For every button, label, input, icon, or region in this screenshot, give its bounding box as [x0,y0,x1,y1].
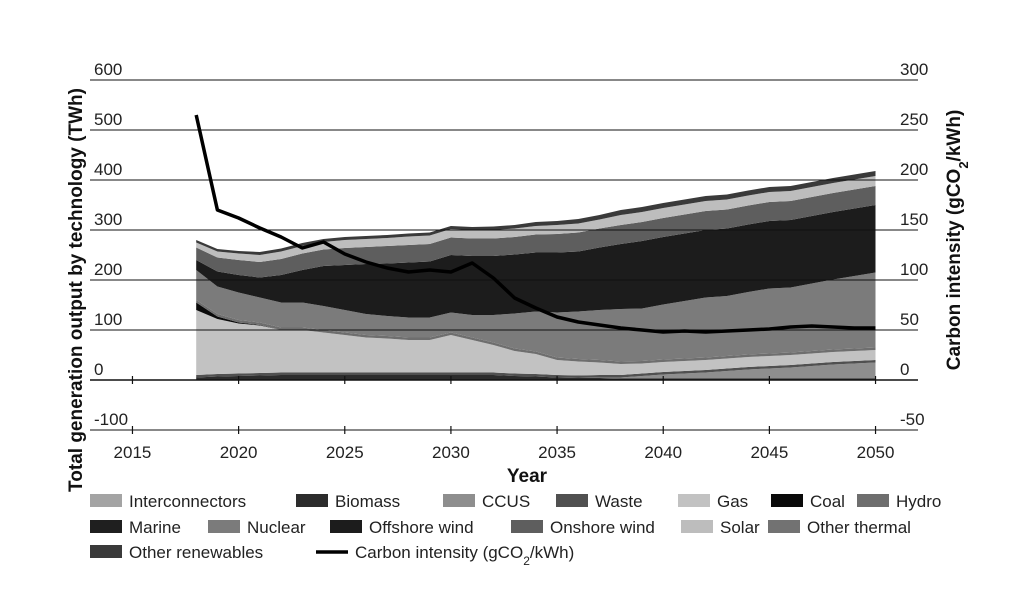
area-ccus [196,362,876,379]
legend-label-hydro: Hydro [896,492,941,511]
area-nuclear [196,270,876,362]
legend-swatch-waste [556,494,588,507]
y-tick-label: -100 [94,410,128,429]
legend-label-onshore-wind: Onshore wind [550,518,655,537]
legend-swatch-other-renewables [90,545,122,558]
y2-tick-label: 0 [900,360,909,379]
legend-label-marine: Marine [129,518,181,537]
y2-tick-label: 200 [900,160,928,179]
x-tick-label: 2020 [220,443,258,462]
legend-swatch-interconnectors [90,494,122,507]
y-tick-label: 600 [94,60,122,79]
area-hydro [196,300,876,364]
legend-label-solar: Solar [720,518,760,537]
legend-swatch-biomass [296,494,328,507]
y-tick-label: 400 [94,160,122,179]
y-tick-label: 500 [94,110,122,129]
legend-label-offshore-wind: Offshore wind [369,518,474,537]
area-biomass [196,375,876,380]
y2-tick-label: -50 [900,410,925,429]
legend-label-other-thermal: Other thermal [807,518,911,537]
legend-label-ccus: CCUS [482,492,530,511]
left-axis-ticks: -100 0 100 200 300 400 500 600 [94,60,128,429]
legend: Interconnectors Biomass CCUS Waste Gas Coal Hy… [90,492,941,568]
area-onshore-wind [196,186,876,278]
y-tick-label: 300 [94,210,122,229]
x-tick-label: 2035 [538,443,576,462]
y2-tick-label: 100 [900,260,928,279]
legend-swatch-hydro [857,494,889,507]
area-solar [196,176,876,262]
y2-axis-title-part2: /kWh) [944,110,965,162]
area-gas [196,310,876,376]
carbon-intensity-line [194,114,876,334]
legend-swatch-ccus [443,494,475,507]
y2-axis-title-part1: Carbon intensity (gCO [944,169,965,371]
y2-tick-label: 300 [900,60,928,79]
x-tick-label: 2050 [857,443,895,462]
legend-swatch-marine [90,520,122,533]
legend-swatch-onshore-wind [511,520,543,533]
area-waste [196,360,876,378]
stacked-areas [196,171,876,380]
legend-swatch-nuclear [208,520,240,533]
x-axis: 2015 2020 2025 2030 2035 2040 2045 2050 [114,376,895,462]
legend-label-interconnectors: Interconnectors [129,492,246,511]
y-tick-label: 200 [94,260,122,279]
legend-swatch-coal [771,494,803,507]
x-axis-title: Year [507,466,548,487]
area-offshore-wind [196,205,876,318]
legend-swatch-gas [678,494,710,507]
x-tick-label: 2030 [432,443,470,462]
y-tick-label: 100 [94,310,122,329]
y-tick-label: 0 [94,360,103,379]
y2-tick-label: 50 [900,310,919,329]
gridlines [90,79,918,431]
x-tick-label: 2045 [750,443,788,462]
legend-label-coal: Coal [810,492,845,511]
legend-swatch-solar [681,520,713,533]
x-tick-label: 2040 [644,443,682,462]
legend-label-waste: Waste [595,492,643,511]
legend-label-other-renewables: Other renewables [129,543,263,562]
legend-label-biomass: Biomass [335,492,400,511]
y-axis-title: Total generation output by technology (T… [66,88,87,492]
y2-tick-label: 150 [900,210,928,229]
x-tick-label: 2025 [326,443,364,462]
y2-tick-label: 250 [900,110,928,129]
y2-axis-title-sub: 2 [956,161,971,168]
legend-swatch-other-thermal [768,520,800,533]
y2-axis-title: Carbon intensity (gCO2/kWh) [944,110,971,371]
legend-label-carbon-intensity: Carbon intensity (gCO2/kWh) [355,543,574,568]
x-tick-label: 2015 [114,443,152,462]
legend-swatch-offshore-wind [330,520,362,533]
legend-label-gas: Gas [717,492,748,511]
legend-label-nuclear: Nuclear [247,518,306,537]
right-axis-ticks: -50 0 50 100 150 200 250 300 [900,60,928,429]
